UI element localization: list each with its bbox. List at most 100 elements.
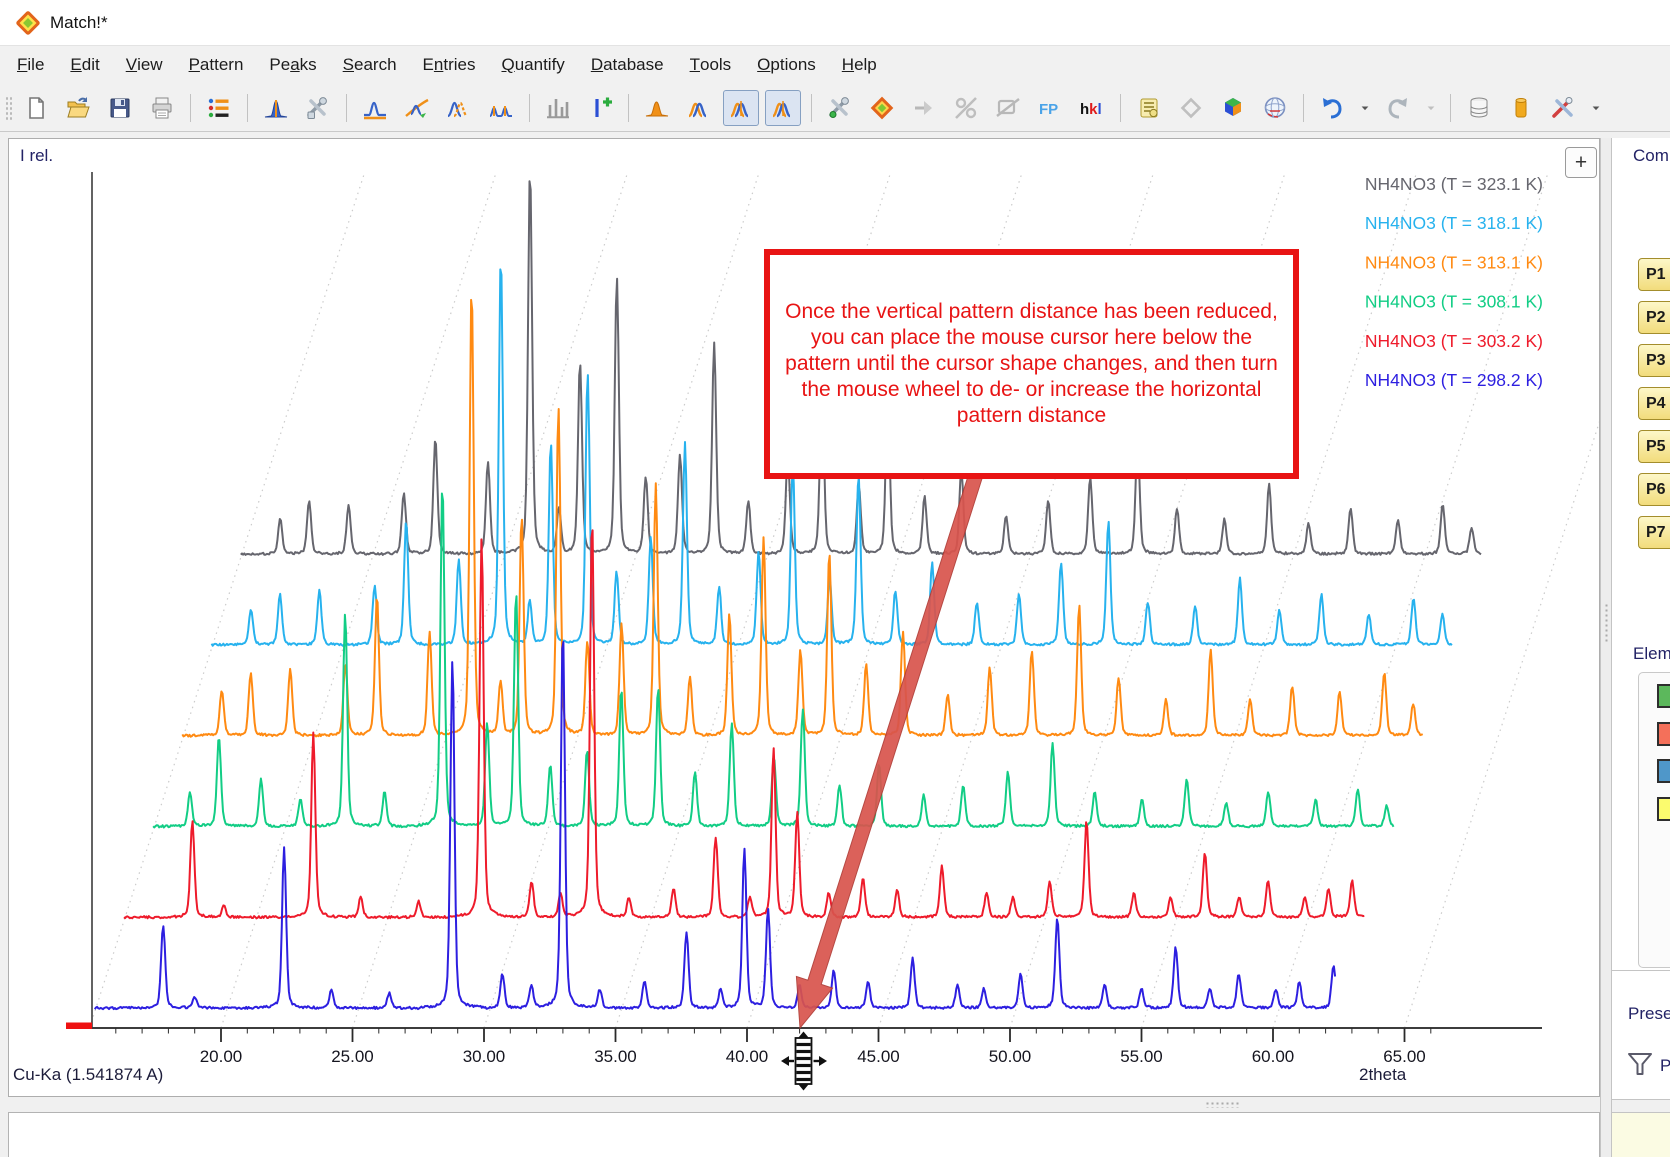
pattern-button-p3[interactable]: P3 xyxy=(1638,344,1670,377)
profile-fitting-button-icon[interactable] xyxy=(639,90,675,126)
report-button-icon[interactable] xyxy=(1131,90,1167,126)
crystal-structure-button-icon[interactable] xyxy=(1257,90,1293,126)
right-side-panel: Com P1 P2 P3 P4 P5 P6 P7 Elem Prese P xyxy=(1612,138,1670,1100)
redo-button-icon xyxy=(1380,90,1416,126)
stack-guide-line xyxy=(88,171,366,1029)
horizontal-splitter-grip[interactable] xyxy=(1205,1101,1239,1108)
x-axis-tick-label: 20.00 xyxy=(200,1047,243,1066)
show-pattern-toggle-1-icon[interactable] xyxy=(723,89,759,126)
toolbar-separator xyxy=(247,93,248,122)
pattern-curve-298.2K xyxy=(93,641,1337,1011)
remove-entry-button-icon xyxy=(948,90,984,126)
app-logo-diamond-icon xyxy=(15,10,41,36)
database-button-icon[interactable] xyxy=(1461,90,1497,126)
legend-entry-318.1K[interactable]: NH4NO3 (T = 318.1 K) xyxy=(1365,213,1543,233)
toolbar-separator xyxy=(1450,93,1451,122)
data-processing-button-icon[interactable] xyxy=(300,90,336,126)
element-color-swatch-1[interactable] xyxy=(1657,684,1670,708)
subtract-background-button-icon[interactable] xyxy=(399,90,435,126)
show-pattern-toggle-2-icon[interactable] xyxy=(765,89,801,126)
x-axis-tick-label: 30.00 xyxy=(463,1047,506,1066)
tools-button-icon[interactable] xyxy=(1545,90,1581,126)
filter-funnel-icon[interactable] xyxy=(1626,1050,1654,1083)
print-button-icon[interactable] xyxy=(144,90,180,126)
open-file-button-icon[interactable] xyxy=(60,90,96,126)
undo-dropdown-icon[interactable] xyxy=(1356,90,1374,126)
add-peak-button-icon[interactable] xyxy=(582,90,618,126)
pattern-list-button-icon[interactable] xyxy=(201,90,237,126)
peak-search-button-icon[interactable] xyxy=(483,90,519,126)
element-color-swatch-4[interactable] xyxy=(1657,796,1670,821)
pattern-button-p7[interactable]: P7 xyxy=(1638,516,1670,549)
legend-entry-313.1K[interactable]: NH4NO3 (T = 313.1 K) xyxy=(1365,252,1543,272)
title-bar: Match!* xyxy=(0,0,1670,45)
radiation-label: Cu-Ka (1.541874 A) xyxy=(13,1065,164,1084)
pattern-button-p4[interactable]: P4 xyxy=(1638,387,1670,420)
vertical-splitter[interactable] xyxy=(1600,138,1612,1157)
new-document-button-icon[interactable] xyxy=(18,90,54,126)
toolbar-grip[interactable] xyxy=(4,94,13,121)
composition-section-label: Com xyxy=(1633,146,1669,165)
promote-entry-button-icon xyxy=(906,90,942,126)
tutorial-annotation-box: Once the vertical pattern distance has b… xyxy=(764,249,1299,479)
legend-entry-303.2K[interactable]: NH4NO3 (T = 303.2 K) xyxy=(1365,331,1543,351)
edit-restraints-button-icon xyxy=(990,90,1026,126)
toolbar-separator xyxy=(628,93,629,122)
raw-data-button-icon[interactable] xyxy=(357,90,393,126)
toolbar-separator xyxy=(811,93,812,122)
legend-entry-308.1K[interactable]: NH4NO3 (T = 308.1 K) xyxy=(1365,292,1543,312)
intensity-bars-button-icon[interactable] xyxy=(540,90,576,126)
zoom-in-button[interactable]: + xyxy=(1565,147,1597,178)
legend-entry-323.1K[interactable]: NH4NO3 (T = 323.1 K) xyxy=(1365,174,1543,194)
search-settings-button-icon[interactable] xyxy=(822,90,858,126)
toolbar-separator xyxy=(190,93,191,122)
toolbar-separator xyxy=(1120,93,1121,122)
right-panel-divider xyxy=(1612,970,1670,971)
vertical-splitter-grip[interactable] xyxy=(1604,603,1609,643)
y-axis-label: I rel. xyxy=(20,146,54,165)
smooth-data-button-icon[interactable] xyxy=(441,90,477,126)
fit-profile-button-icon[interactable] xyxy=(681,90,717,126)
undo-button-icon[interactable] xyxy=(1314,90,1350,126)
unit-cell-button-icon[interactable] xyxy=(1215,90,1251,126)
reference-database-button-icon[interactable] xyxy=(1503,90,1539,126)
pattern-button-p6[interactable]: P6 xyxy=(1638,473,1670,506)
element-color-swatch-2[interactable] xyxy=(1657,721,1670,746)
diffraction-pattern-panel: 20.00 25.00 30.00 35.00 40.00 45.00 50.00 55.00… xyxy=(8,138,1600,1097)
svg-text:FP: FP xyxy=(1039,101,1058,118)
pattern-curve-303.2K xyxy=(123,529,1365,920)
hkl-button-icon[interactable]: hkl xyxy=(1074,90,1110,126)
right-panel-bottom-section xyxy=(1612,1112,1670,1157)
pattern-button-p5[interactable]: P5 xyxy=(1638,430,1670,463)
elements-section-label: Elem xyxy=(1633,644,1670,663)
filter-label: P xyxy=(1660,1056,1670,1076)
x-axis-tick-label: 60.00 xyxy=(1252,1047,1295,1066)
save-button-icon[interactable] xyxy=(102,90,138,126)
peak-data-button-icon[interactable] xyxy=(258,90,294,126)
fp-button-icon[interactable]: FP xyxy=(1032,90,1068,126)
annotation-arrow xyxy=(795,465,986,1030)
legend-entry-298.2K[interactable]: NH4NO3 (T = 298.2 K) xyxy=(1365,370,1543,390)
menu-item-peaks[interactable]: Pe a ks xyxy=(269,55,317,74)
element-color-swatch-3[interactable] xyxy=(1657,759,1670,783)
x-axis-tick-label: 55.00 xyxy=(1120,1047,1163,1066)
tools-dropdown-icon[interactable] xyxy=(1587,90,1605,126)
x-axis-tick-label: 50.00 xyxy=(989,1047,1032,1066)
pattern-button-p1[interactable]: P1 xyxy=(1638,258,1670,291)
pattern-button-p2[interactable]: P2 xyxy=(1638,301,1670,334)
svg-text:hkl: hkl xyxy=(1080,101,1102,118)
search-match-button-icon[interactable] xyxy=(864,90,900,126)
experimental-pattern-marker xyxy=(66,1022,92,1029)
